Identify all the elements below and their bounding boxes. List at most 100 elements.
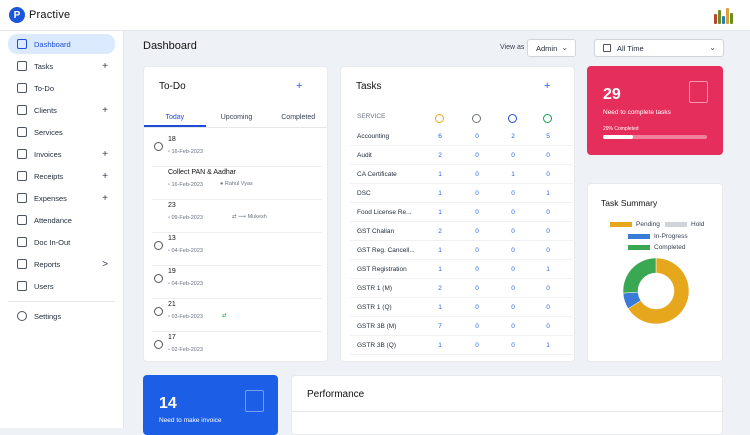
add-todo-button[interactable]: +: [296, 80, 303, 92]
table-row[interactable]: ITR 8 0 0 4: [350, 355, 573, 362]
checkbox-icon[interactable]: [154, 241, 163, 250]
todo-item[interactable]: 17 ▫ 02-Feb-2023: [152, 333, 322, 361]
donut-slice-completed[interactable]: [622, 257, 657, 294]
task-count[interactable]: 0: [475, 133, 479, 140]
task-count[interactable]: 2: [438, 228, 442, 235]
table-row[interactable]: GSTR 3B (Q) 1 0 0 1: [350, 336, 573, 355]
task-count[interactable]: 1: [438, 342, 442, 349]
sidebar-item-reports[interactable]: Reports >: [8, 254, 115, 274]
task-count[interactable]: 0: [475, 247, 479, 254]
need-complete-card[interactable]: 29 Need to complete tasks 29% Completed: [587, 66, 723, 155]
task-count[interactable]: 0: [475, 342, 479, 349]
task-count[interactable]: 4: [541, 361, 555, 362]
task-count[interactable]: 0: [511, 247, 515, 254]
table-row[interactable]: Audit 2 0 0 0: [350, 146, 573, 165]
task-count[interactable]: 0: [511, 190, 515, 197]
task-count[interactable]: 0: [511, 209, 515, 216]
sidebar-item-tasks[interactable]: Tasks +: [8, 56, 115, 76]
invoice-card[interactable]: 14 Need to make invoice: [143, 375, 278, 435]
table-row[interactable]: DSC 1 0 0 1: [350, 184, 573, 203]
task-count[interactable]: 0: [475, 152, 479, 159]
table-row[interactable]: GSTR 1 (M) 2 0 0 0: [350, 279, 573, 298]
task-count[interactable]: 8: [433, 361, 447, 362]
todo-item[interactable]: 19 ▫ 04-Feb-2023: [152, 267, 322, 297]
sidebar-item-attendance[interactable]: Attendance: [8, 210, 115, 230]
task-count[interactable]: 0: [475, 304, 479, 311]
add-icon[interactable]: +: [102, 104, 108, 116]
task-count[interactable]: 2: [438, 285, 442, 292]
sidebar-item-settings[interactable]: Settings: [8, 306, 115, 326]
task-count[interactable]: 1: [438, 171, 442, 178]
todo-item[interactable]: 18 ▫ 16-Feb-2023: [152, 135, 322, 165]
table-row[interactable]: GST Registration 1 0 0 1: [350, 260, 573, 279]
task-count[interactable]: 1: [546, 190, 550, 197]
task-count[interactable]: 0: [511, 266, 515, 273]
task-count[interactable]: 2: [511, 133, 515, 140]
todo-item[interactable]: Collect PAN & Aadhar ▫ 16-Feb-2023 ● Rahul…: [152, 168, 322, 198]
task-count[interactable]: 0: [546, 228, 550, 235]
task-count[interactable]: 0: [506, 361, 520, 362]
table-row[interactable]: Food License Re... 1 0 0 0: [350, 203, 573, 222]
task-count[interactable]: 0: [475, 285, 479, 292]
add-icon[interactable]: +: [102, 192, 108, 204]
task-count[interactable]: 0: [475, 323, 479, 330]
todo-item[interactable]: 23 ▫ 09-Feb-2023 ⇄ ⟿ Mukesh: [152, 201, 322, 231]
table-row[interactable]: GSTR 1 (Q) 1 0 0 0: [350, 298, 573, 317]
view-as-select[interactable]: Admin ⌄: [527, 39, 576, 57]
checkbox-icon[interactable]: [154, 142, 163, 151]
sidebar-item-clients[interactable]: Clients +: [8, 100, 115, 120]
task-count[interactable]: 0: [475, 228, 479, 235]
task-count[interactable]: 0: [546, 209, 550, 216]
todo-item[interactable]: 21 ▫ 03-Feb-2023 ⇄: [152, 300, 322, 330]
donut-slice-pending[interactable]: [627, 257, 690, 325]
task-count[interactable]: 0: [470, 361, 484, 362]
task-count[interactable]: 1: [438, 304, 442, 311]
task-count[interactable]: 0: [511, 285, 515, 292]
app-logo[interactable]: P Practive: [9, 7, 70, 23]
task-count[interactable]: 1: [438, 209, 442, 216]
task-count[interactable]: 0: [475, 190, 479, 197]
task-count[interactable]: 1: [438, 247, 442, 254]
avatar[interactable]: [714, 6, 736, 24]
period-select[interactable]: All Time ⌄: [594, 39, 724, 57]
tab-today[interactable]: Today: [144, 108, 206, 127]
checkbox-icon[interactable]: [154, 307, 163, 316]
task-count[interactable]: 0: [546, 285, 550, 292]
task-count[interactable]: 0: [546, 171, 550, 178]
task-count[interactable]: 0: [546, 323, 550, 330]
sidebar-item-services[interactable]: Services: [8, 122, 115, 142]
task-count[interactable]: 7: [438, 323, 442, 330]
sidebar-item-users[interactable]: Users: [8, 276, 115, 296]
task-count[interactable]: 1: [511, 171, 515, 178]
task-count[interactable]: 6: [438, 133, 442, 140]
task-count[interactable]: 2: [438, 152, 442, 159]
task-count[interactable]: 0: [511, 323, 515, 330]
sidebar-item-dashboard[interactable]: Dashboard: [8, 34, 115, 54]
add-icon[interactable]: +: [102, 170, 108, 182]
task-count[interactable]: 0: [475, 171, 479, 178]
add-icon[interactable]: +: [102, 148, 108, 160]
task-count[interactable]: 0: [546, 152, 550, 159]
sidebar-item-expenses[interactable]: Expenses +: [8, 188, 115, 208]
task-count[interactable]: 0: [546, 304, 550, 311]
sidebar-item-invoices[interactable]: Invoices +: [8, 144, 115, 164]
sidebar-item-receipts[interactable]: Receipts +: [8, 166, 115, 186]
task-count[interactable]: 1: [438, 266, 442, 273]
table-row[interactable]: GST Challan 2 0 0 0: [350, 222, 573, 241]
task-count[interactable]: 0: [475, 266, 479, 273]
checkbox-icon[interactable]: [154, 340, 163, 349]
task-count[interactable]: 1: [546, 266, 550, 273]
table-row[interactable]: GSTR 3B (M) 7 0 0 0: [350, 317, 573, 336]
sidebar-item-to-do[interactable]: To-Do: [8, 78, 115, 98]
task-count[interactable]: 5: [546, 133, 550, 140]
task-count[interactable]: 0: [546, 247, 550, 254]
task-count[interactable]: 0: [511, 304, 515, 311]
task-count[interactable]: 0: [511, 342, 515, 349]
table-row[interactable]: CA Certificate 1 0 1 0: [350, 165, 573, 184]
task-count[interactable]: 1: [438, 190, 442, 197]
todo-item[interactable]: 13 ▫ 04-Feb-2023: [152, 234, 322, 264]
tab-upcoming[interactable]: Upcoming: [220, 114, 253, 121]
table-row[interactable]: Accounting 6 0 2 5: [350, 127, 573, 146]
add-task-button[interactable]: +: [544, 80, 551, 92]
add-icon[interactable]: +: [102, 60, 108, 72]
